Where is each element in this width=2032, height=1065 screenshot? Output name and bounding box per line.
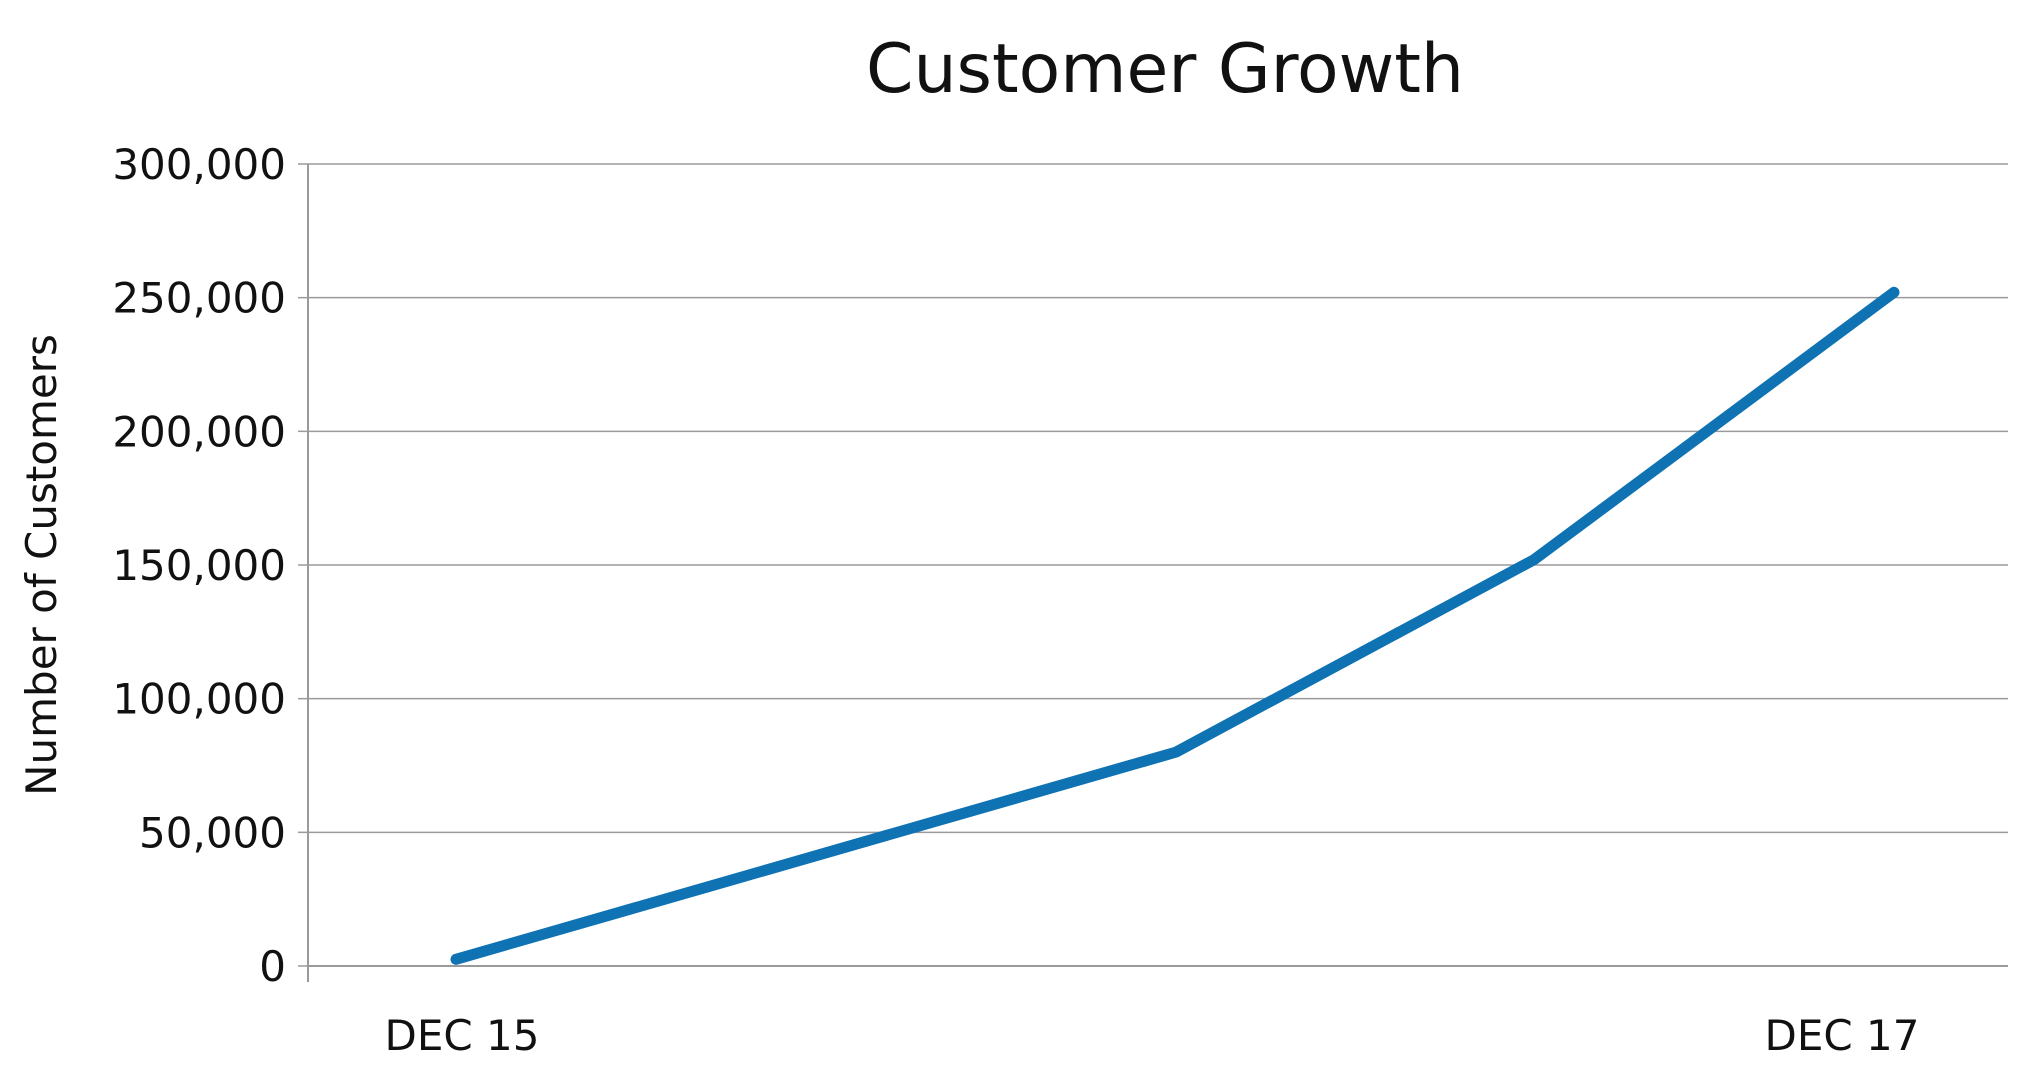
y-tick-label: 50,000: [139, 808, 286, 857]
x-tick-label: DEC 17: [1765, 1011, 1920, 1060]
x-tick-labels: DEC 15 DEC 17: [385, 1011, 1920, 1060]
y-tick-label: 0: [259, 942, 286, 991]
y-axis-title: Number of Customers: [17, 334, 66, 796]
chart-title: Customer Growth: [866, 30, 1464, 109]
y-tick-label: 150,000: [112, 541, 286, 590]
y-tick-label: 300,000: [112, 140, 286, 189]
series-group: [450, 286, 1900, 965]
y-tick-label: 200,000: [112, 407, 286, 456]
y-tick-label: 100,000: [112, 675, 286, 724]
y-tick-labels: 0 50,000 100,000 150,000 200,000 250,000 300,0…: [112, 140, 286, 991]
x-tick-label: DEC 15: [385, 1011, 540, 1060]
series-line: [450, 286, 1900, 965]
y-tick-label: 250,000: [112, 274, 286, 323]
gridlines: [298, 163, 2008, 982]
